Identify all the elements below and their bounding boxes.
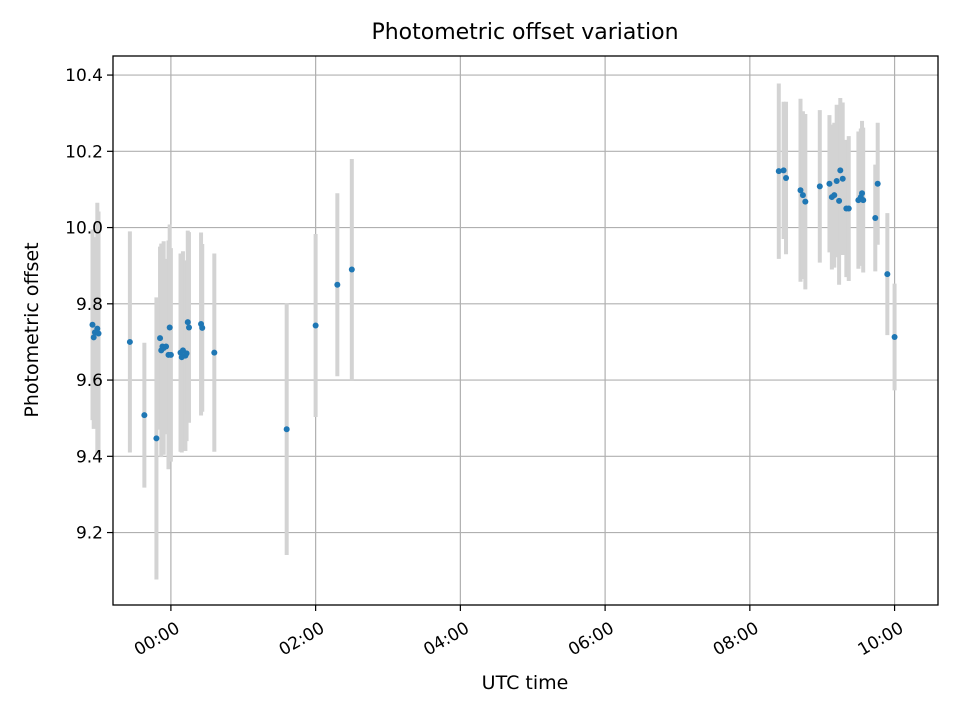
data-point [348, 266, 355, 273]
error-bars [90, 83, 897, 580]
data-point [126, 338, 133, 345]
y-axis-label: Photometric offset [21, 242, 43, 418]
x-axis-label: UTC time [481, 672, 569, 694]
y-tick-label: 10.2 [65, 142, 103, 162]
grid [113, 56, 938, 605]
data-point [833, 178, 840, 185]
data-point [211, 349, 218, 356]
data-point [157, 335, 164, 342]
x-tick-label: 04:00 [420, 618, 472, 660]
data-point [802, 198, 809, 205]
data-point [836, 197, 843, 204]
data-point [780, 167, 787, 174]
y-tick-label: 9.8 [76, 295, 103, 315]
data-point [334, 281, 341, 288]
data-point [884, 271, 891, 278]
data-point [141, 412, 148, 419]
data-point [166, 324, 173, 331]
y-tick-label: 10.4 [65, 66, 103, 86]
data-point [167, 351, 174, 358]
data-point [163, 343, 170, 350]
data-point [153, 435, 160, 442]
data-point [283, 426, 290, 433]
y-tick-label: 9.6 [76, 371, 103, 391]
data-point [799, 192, 806, 199]
y-tick-label: 10.0 [65, 219, 103, 239]
x-tick-label: 08:00 [710, 618, 762, 660]
data-points [89, 167, 898, 442]
data-point [826, 180, 833, 187]
data-point [184, 319, 191, 326]
data-point [816, 183, 823, 190]
data-point [891, 333, 898, 340]
data-point [775, 168, 782, 175]
data-point [831, 192, 838, 199]
data-point [797, 187, 804, 194]
data-point [859, 190, 866, 197]
data-point [95, 330, 102, 337]
data-point [872, 215, 879, 222]
data-point [783, 175, 790, 181]
x-tick-label: 06:00 [565, 618, 617, 660]
data-point [860, 197, 867, 204]
x-tick-label: 10:00 [855, 618, 907, 660]
data-point [845, 205, 852, 212]
y-tick-label: 9.2 [76, 524, 103, 544]
data-point [839, 175, 846, 182]
x-tick-label: 00:00 [131, 618, 183, 660]
plot-frame [112, 55, 939, 606]
data-point [90, 334, 97, 341]
data-point [837, 167, 844, 174]
data-point [89, 321, 96, 328]
chart-title: Photometric offset variation [371, 20, 679, 45]
x-tick-label: 02:00 [276, 618, 328, 660]
data-point [312, 322, 319, 329]
data-point [94, 325, 101, 332]
y-tick-label: 9.4 [76, 447, 103, 467]
data-point [199, 324, 206, 331]
data-point [185, 324, 192, 331]
data-point [874, 180, 881, 187]
data-point [183, 350, 190, 357]
